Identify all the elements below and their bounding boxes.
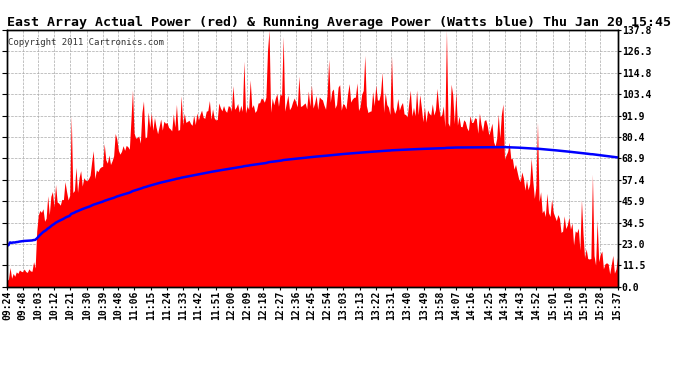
Text: East Array Actual Power (red) & Running Average Power (Watts blue) Thu Jan 20 15: East Array Actual Power (red) & Running … [7,16,671,29]
Text: Copyright 2011 Cartronics.com: Copyright 2011 Cartronics.com [8,38,164,47]
